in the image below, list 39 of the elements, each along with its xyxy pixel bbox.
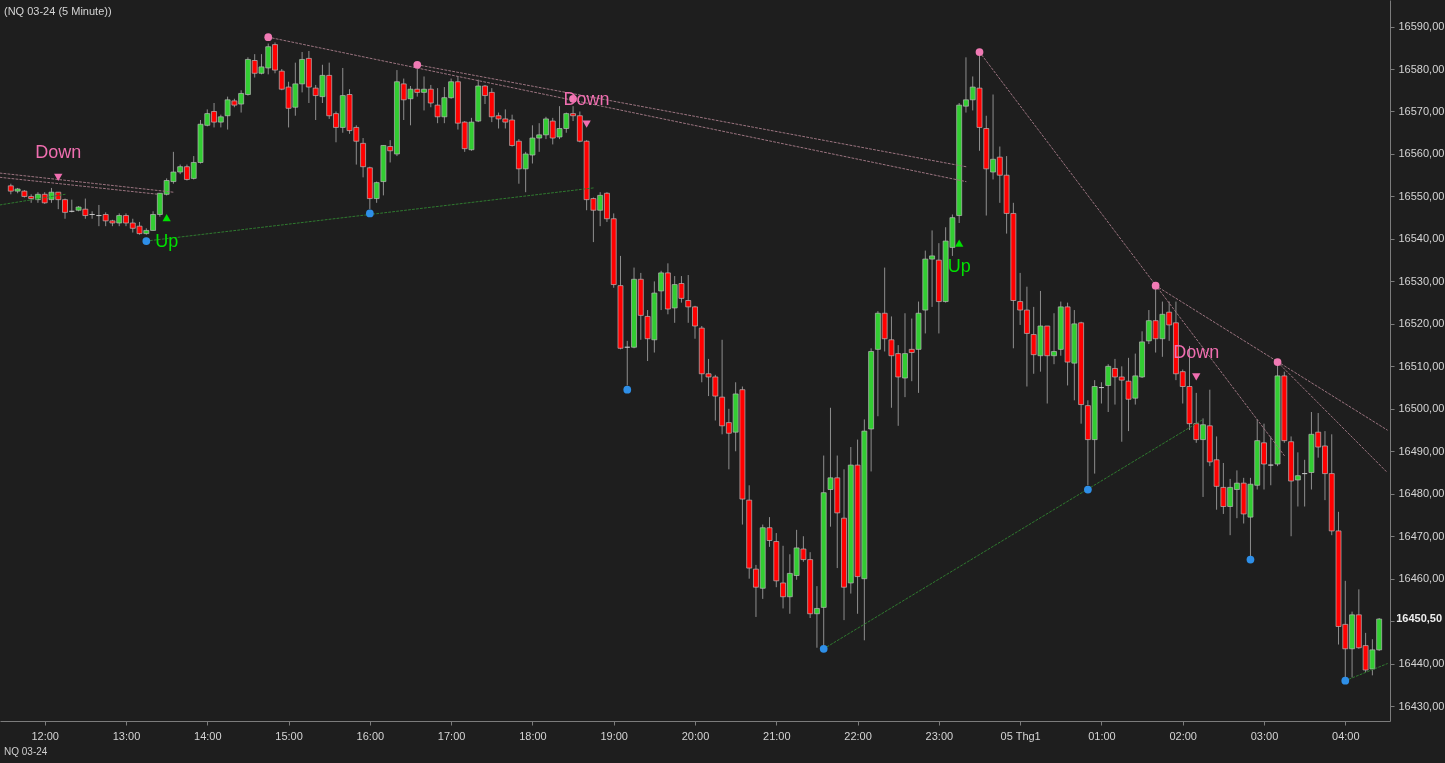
y-tick-label: 16540,00 [1398, 232, 1445, 245]
y-tick-label: 16590,00 [1398, 20, 1445, 33]
y-tick-label: 16500,00 [1398, 402, 1445, 415]
data-label: Down [35, 142, 82, 163]
x-tick-label: 17:00 [437, 729, 466, 742]
x-tick-label: 05 Thg1 [1000, 729, 1041, 742]
x-tick-label: 19:00 [600, 729, 628, 742]
x-tick-label: 02:00 [1169, 729, 1197, 742]
x-tick-label: 18:00 [519, 729, 547, 742]
x-tick-label: 01:00 [1088, 729, 1116, 742]
y-tick-label: 16570,00 [1398, 104, 1445, 117]
x-tick-label: 20:00 [681, 729, 710, 742]
y-tick-label: 16520,00 [1398, 317, 1445, 330]
y-tick-label: 16430,00 [1398, 699, 1445, 712]
y-tick-label: 16440,00 [1398, 657, 1445, 670]
y-tick-label: 16490,00 [1398, 444, 1445, 457]
x-tick-label: 04:00 [1332, 729, 1360, 742]
x-tick-label: 14:00 [194, 729, 222, 742]
y-tick-label: 16470,00 [1398, 529, 1445, 542]
x-tick-label: 23:00 [925, 729, 954, 742]
y-tick-label: 16550,00 [1398, 189, 1445, 202]
y-tick-label: 16510,00 [1398, 359, 1445, 372]
x-tick-label: 03:00 [1250, 729, 1279, 742]
chart-title: (NQ 03-24 (5 Minute)) [4, 5, 112, 17]
y-tick-label: 16460,00 [1398, 572, 1445, 585]
y-tick-label: 16480,00 [1398, 487, 1445, 500]
x-tick-label: 15:00 [275, 729, 303, 742]
x-tick-label: 22:00 [844, 729, 872, 742]
y-tick-label: 16580,00 [1398, 62, 1445, 75]
x-tick-label: 21:00 [763, 729, 791, 742]
data-label: Up [947, 256, 971, 277]
text: NQ 03-24 [4, 746, 48, 757]
annotation: 16450,50 [1396, 612, 1443, 625]
x-tick-label: 12:00 [31, 729, 59, 742]
y-tick-label: 16530,00 [1398, 274, 1445, 287]
y-tick-label: 16560,00 [1398, 147, 1445, 160]
x-tick-label: 13:00 [112, 729, 141, 742]
data-label: Up [155, 230, 179, 251]
x-tick-label: 16:00 [356, 729, 385, 742]
